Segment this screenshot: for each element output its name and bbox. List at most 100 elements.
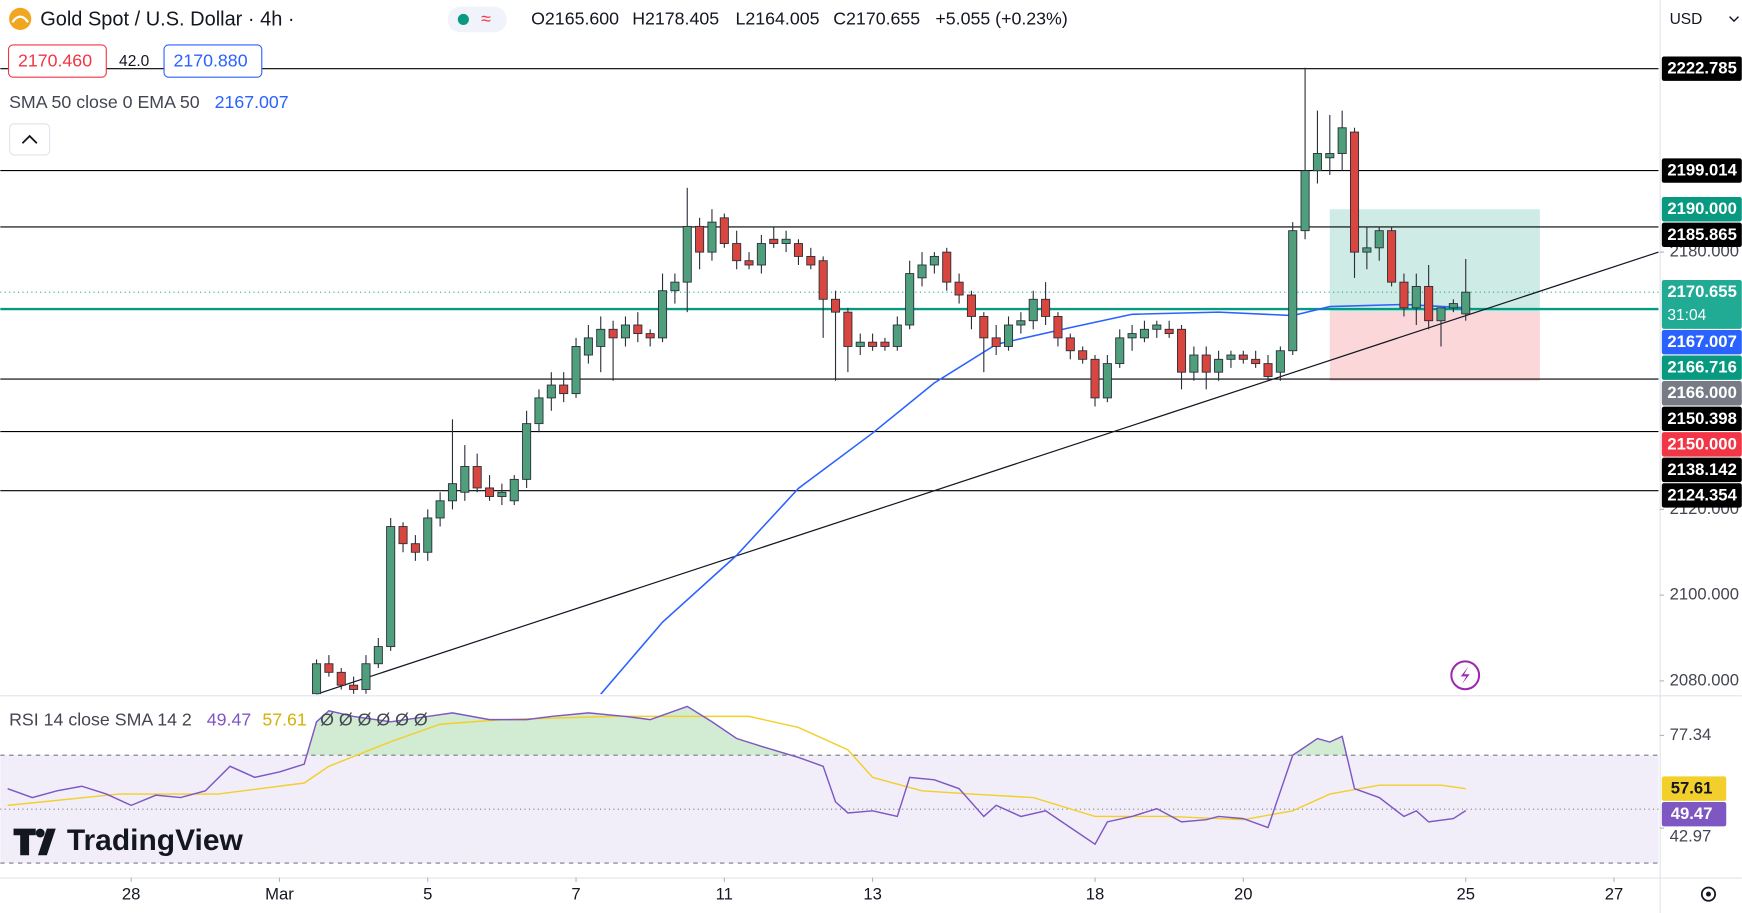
x-tick-label: 25 — [1456, 885, 1475, 904]
candle-body — [1090, 358, 1100, 399]
candle-body — [559, 384, 569, 395]
candle-body — [608, 328, 618, 339]
candle-body — [781, 238, 791, 244]
sma-badge — [1661, 355, 1742, 380]
candle-body — [1251, 358, 1261, 365]
candle-body — [756, 243, 766, 266]
legend-high: H2178.405 — [632, 9, 719, 29]
candle-body — [1448, 303, 1458, 309]
candle-body — [1374, 230, 1384, 249]
x-tick-label: 18 — [1086, 885, 1105, 904]
candle-body — [435, 500, 445, 519]
countdown: 31:04 — [1667, 307, 1706, 324]
candle-body — [398, 526, 408, 545]
legend-close: C2170.655 — [833, 9, 920, 29]
chart-title[interactable]: Gold Spot / U.S. Dollar · 4h · — [40, 8, 294, 30]
candle-body — [868, 341, 878, 347]
candle-body — [880, 341, 890, 347]
buy-price[interactable]: 2170.880 — [173, 50, 247, 70]
candle-body — [1214, 358, 1224, 373]
ema-line — [600, 303, 1466, 695]
candle-body — [571, 346, 581, 395]
sell-price[interactable]: 2170.460 — [18, 50, 92, 70]
candle-body — [1139, 328, 1149, 339]
candle-body — [1127, 333, 1137, 339]
level-badge — [1661, 483, 1742, 508]
candle-body — [1461, 291, 1471, 315]
collapse-button[interactable] — [9, 123, 51, 156]
last-price-badge-label: 2170.655 — [1667, 282, 1736, 301]
y-tick-label: 2080.000 — [1670, 670, 1739, 689]
settings-icon[interactable] — [1700, 886, 1717, 902]
logo-text[interactable]: TradingView — [67, 824, 244, 857]
candle-body — [645, 333, 655, 339]
candle-body — [855, 341, 865, 347]
logo-mark — [13, 828, 56, 856]
buy-button[interactable] — [163, 44, 263, 78]
candle-body — [670, 281, 680, 292]
sell-button[interactable] — [7, 44, 107, 78]
level-badge-label: 2185.865 — [1667, 225, 1736, 244]
candle-body — [386, 526, 396, 648]
candle-body — [818, 260, 828, 300]
candle-body — [658, 290, 668, 339]
rsi-legend-value: 49.47 — [207, 710, 251, 730]
candle-body — [892, 324, 902, 347]
level-badge-label: 2138.142 — [1667, 460, 1736, 479]
candle-body — [1337, 127, 1347, 154]
legend-toggle[interactable] — [447, 6, 507, 33]
position-loss-zone — [1329, 312, 1540, 381]
level-badge — [1661, 457, 1742, 483]
candle-body — [1004, 324, 1014, 347]
rsi-sma-badge — [1661, 776, 1727, 801]
candle-body — [620, 324, 630, 339]
candle-body — [905, 273, 915, 326]
candle-body — [509, 478, 519, 502]
candle-body — [1102, 363, 1112, 399]
entry-badge — [1661, 381, 1742, 406]
candle-body — [1078, 350, 1088, 360]
level-badge-label: 2222.785 — [1667, 59, 1736, 78]
candle-body — [447, 483, 457, 502]
symbol-icon-mark — [11, 15, 29, 23]
rsi-badge — [1661, 801, 1727, 827]
candle-body — [522, 423, 532, 480]
candle-body — [1065, 337, 1075, 352]
x-tick-label: 28 — [122, 885, 141, 904]
candle-body — [373, 646, 383, 665]
candle-body — [1053, 315, 1063, 339]
candle-body — [1312, 153, 1322, 172]
trendline — [316, 251, 1659, 695]
rsi-tick-label: 77.34 — [1670, 725, 1712, 744]
sma-badge-label: 2166.716 — [1667, 358, 1736, 377]
candle-body — [769, 238, 779, 244]
candle-body — [1424, 285, 1434, 322]
candle-body — [1115, 337, 1125, 365]
candle-body — [843, 311, 853, 347]
candle-body — [1041, 298, 1051, 317]
level-badge — [1661, 56, 1742, 81]
currency[interactable]: USD — [1670, 11, 1703, 28]
candle-body — [719, 217, 729, 244]
candle-body — [682, 225, 692, 283]
candle-body — [1411, 285, 1421, 309]
spread: 42.0 — [119, 53, 150, 70]
alert-bolt — [1460, 666, 1470, 685]
rsi-band — [0, 755, 1659, 864]
ema-legend-value: 2167.007 — [215, 92, 289, 112]
x-tick-label: 11 — [716, 885, 733, 904]
candle-body — [349, 684, 359, 690]
currency-select[interactable] — [1661, 2, 1740, 36]
level-badge — [1661, 222, 1742, 248]
candle-body — [546, 384, 556, 399]
candle-body — [324, 663, 334, 673]
rsi-overbought-fill — [306, 706, 1347, 756]
candle-body — [1201, 354, 1211, 373]
rsi-na-values: Ø Ø Ø Ø Ø Ø — [320, 710, 428, 730]
candle-body — [966, 294, 976, 317]
candle-body — [596, 328, 606, 347]
header: Gold Spot / U.S. Dollar · 4h · ≈ O2165.6… — [7, 2, 1740, 902]
rsi-tick-label: 42.97 — [1670, 826, 1712, 845]
